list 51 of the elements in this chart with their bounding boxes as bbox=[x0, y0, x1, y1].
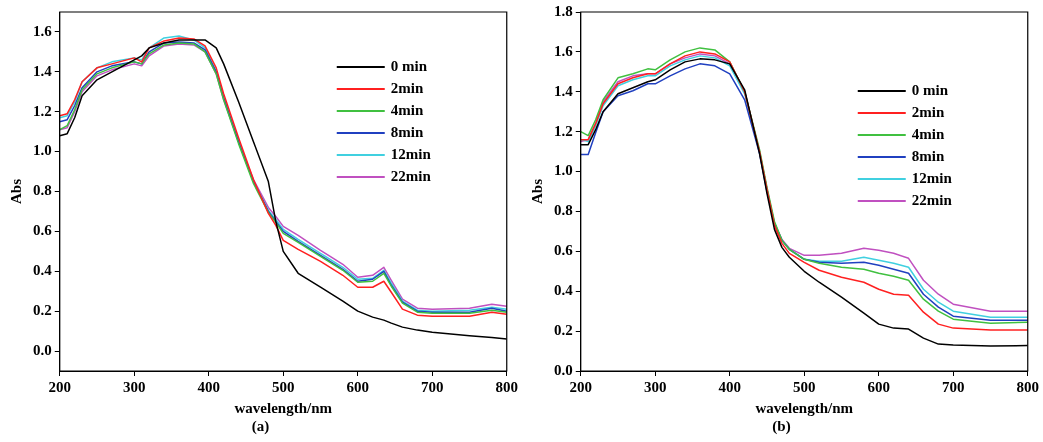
legend-label: 12min bbox=[390, 145, 432, 162]
y-tick-label: 0.6 bbox=[33, 222, 53, 239]
x-axis-title: wavelength/nm bbox=[234, 399, 333, 416]
legend-label: 8min bbox=[390, 123, 424, 140]
legend-label: 4min bbox=[390, 101, 424, 118]
x-tick-label: 700 bbox=[942, 378, 965, 395]
legend-label: 4min bbox=[911, 125, 945, 142]
y-axis-title: Abs bbox=[7, 178, 24, 205]
y-tick-label: 0.2 bbox=[33, 302, 52, 319]
legend-label: 2min bbox=[911, 103, 945, 120]
x-tick-label: 400 bbox=[197, 378, 220, 395]
x-axis-title: wavelength/nm bbox=[755, 399, 854, 416]
x-tick-label: 200 bbox=[569, 378, 592, 395]
y-tick-label: 0.4 bbox=[33, 262, 53, 279]
legend-label: 8min bbox=[911, 147, 945, 164]
x-tick-label: 400 bbox=[718, 378, 741, 395]
text: (a) bbox=[250, 418, 271, 435]
y-tick-label: 0.4 bbox=[554, 282, 574, 299]
y-tick-label: 1.4 bbox=[554, 82, 574, 99]
y-tick-label: 1.6 bbox=[554, 42, 574, 59]
x-tick-label: 300 bbox=[123, 378, 146, 395]
y-tick-label: 1.6 bbox=[33, 22, 53, 39]
y-tick-label: 0.8 bbox=[554, 202, 573, 219]
legend-label: 22min bbox=[390, 167, 432, 184]
x-tick-label: 500 bbox=[272, 378, 295, 395]
y-tick-label: 0.2 bbox=[554, 321, 573, 338]
legend-label: 0 min bbox=[390, 57, 428, 74]
x-tick-label: 800 bbox=[495, 378, 518, 395]
legend-label: 12min bbox=[911, 169, 953, 186]
y-tick-label: 1.2 bbox=[554, 122, 573, 139]
x-tick-label: 700 bbox=[421, 378, 444, 395]
y-tick-label: 0.0 bbox=[33, 341, 52, 358]
x-tick-label: 300 bbox=[644, 378, 667, 395]
y-tick-label: 1.0 bbox=[554, 162, 573, 179]
legend-label: 22min bbox=[911, 191, 953, 208]
x-tick-label: 600 bbox=[867, 378, 890, 395]
x-tick-label: 500 bbox=[793, 378, 816, 395]
y-tick-label: 0.6 bbox=[554, 242, 574, 259]
legend-label: 2min bbox=[390, 79, 424, 96]
y-tick-label: 0.8 bbox=[33, 182, 52, 199]
x-tick-label: 200 bbox=[48, 378, 71, 395]
y-tick-label: 1.2 bbox=[33, 102, 52, 119]
text: (b) bbox=[771, 418, 792, 435]
y-axis-title: Abs bbox=[528, 178, 545, 205]
legend-label: 0 min bbox=[911, 81, 949, 98]
y-tick-label: 1.8 bbox=[554, 2, 573, 19]
y-tick-label: 0.0 bbox=[554, 361, 573, 378]
x-tick-label: 800 bbox=[1016, 378, 1039, 395]
x-tick-label: 600 bbox=[346, 378, 369, 395]
y-tick-label: 1.0 bbox=[33, 142, 52, 159]
y-tick-label: 1.4 bbox=[33, 62, 53, 79]
